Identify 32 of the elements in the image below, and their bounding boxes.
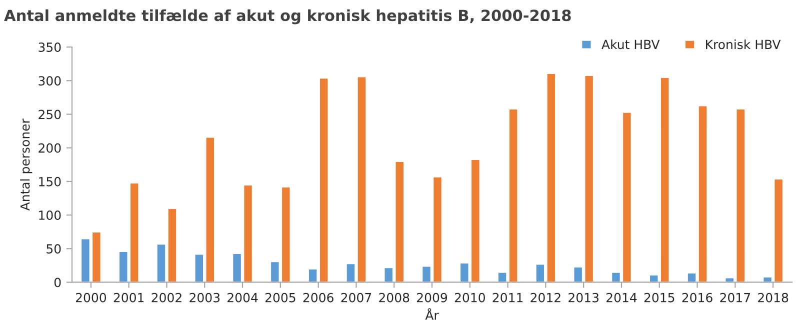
x-tick-label: 2015 — [644, 292, 674, 302]
y-tick-label: 0 — [54, 278, 61, 288]
y-tick-label: 100 — [39, 210, 61, 220]
x-tick-label: 2003 — [190, 292, 220, 302]
chart-title: Antal anmeldte tilfælde af akut og kronisk hepatitis B, 2000-2018 — [4, 9, 571, 24]
y-axis-title: Antal personer — [20, 118, 32, 211]
x-tick-label: 2014 — [606, 292, 637, 302]
x-tick-label: 2009 — [417, 292, 448, 302]
x-tick-label: 2011 — [492, 292, 523, 302]
x-tick-label: 2000 — [76, 292, 106, 302]
x-tick-label: 2007 — [341, 292, 372, 302]
x-axis-title: År — [425, 308, 439, 320]
y-tick-label: 300 — [38, 76, 61, 86]
x-tick-label: 2005 — [265, 292, 296, 302]
x-tick-label: 2017 — [720, 292, 750, 302]
legend-label: Akut HBV — [602, 39, 660, 50]
y-tick-label: 250 — [38, 110, 61, 120]
x-tick-label: 2010 — [454, 292, 485, 302]
x-tick-label: 2018 — [758, 292, 788, 302]
x-tick-label: 2001 — [114, 292, 144, 302]
x-tick-label: 2004 — [228, 292, 258, 302]
y-tick-label: 200 — [38, 143, 61, 153]
x-tick-label: 2016 — [682, 292, 712, 302]
legend-label: Kronisk HBV — [706, 39, 781, 50]
y-tick-label: 50 — [46, 244, 61, 254]
x-tick-label: 2013 — [568, 292, 598, 302]
x-tick-label: 2002 — [152, 292, 182, 302]
y-tick-label: 150 — [39, 176, 61, 186]
x-tick-label: 2008 — [379, 292, 410, 302]
x-tick-label: 2006 — [303, 292, 334, 302]
y-tick-label: 350 — [38, 42, 61, 52]
x-tick-label: 2012 — [530, 292, 560, 302]
